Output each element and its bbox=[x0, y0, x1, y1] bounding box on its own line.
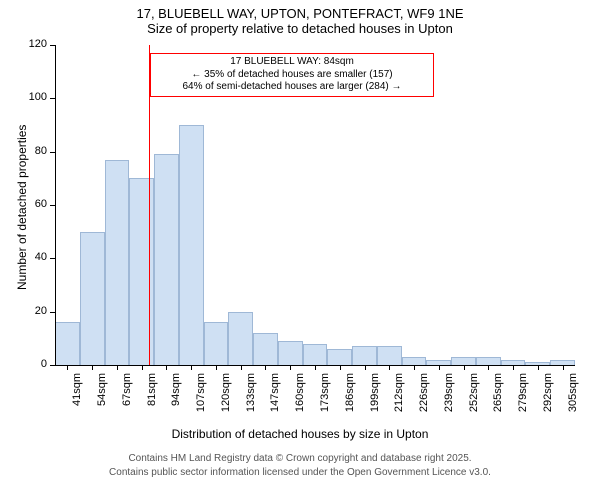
chart-container: 17, BLUEBELL WAY, UPTON, PONTEFRACT, WF9… bbox=[0, 0, 600, 500]
y-tick-mark bbox=[50, 152, 55, 153]
histogram-bar bbox=[303, 344, 328, 365]
x-tick-label: 199sqm bbox=[369, 373, 381, 423]
y-tick-mark bbox=[50, 312, 55, 313]
x-tick-label: 239sqm bbox=[443, 373, 455, 423]
x-tick-label: 160sqm bbox=[294, 373, 306, 423]
x-tick-label: 186sqm bbox=[344, 373, 356, 423]
histogram-bar bbox=[129, 178, 154, 365]
x-axis-label: Distribution of detached houses by size … bbox=[0, 427, 600, 441]
x-tick-label: 252sqm bbox=[468, 373, 480, 423]
histogram-bar bbox=[105, 160, 130, 365]
y-tick-mark bbox=[50, 45, 55, 46]
histogram-bar bbox=[80, 232, 105, 365]
histogram-bar bbox=[278, 341, 303, 365]
y-tick-mark bbox=[50, 365, 55, 366]
credit-line1: Contains HM Land Registry data © Crown c… bbox=[0, 453, 600, 464]
x-tick-mark bbox=[488, 365, 489, 370]
x-tick-mark bbox=[563, 365, 564, 370]
y-tick-label: 20 bbox=[22, 305, 47, 317]
x-tick-mark bbox=[117, 365, 118, 370]
x-tick-label: 226sqm bbox=[418, 373, 430, 423]
x-tick-mark bbox=[191, 365, 192, 370]
x-tick-label: 81sqm bbox=[146, 373, 158, 423]
histogram-bar bbox=[204, 322, 229, 365]
histogram-bar bbox=[402, 357, 427, 365]
x-tick-mark bbox=[142, 365, 143, 370]
chart-title-line1: 17, BLUEBELL WAY, UPTON, PONTEFRACT, WF9… bbox=[0, 6, 600, 21]
reference-marker-line bbox=[149, 45, 150, 365]
x-tick-mark bbox=[67, 365, 68, 370]
annotation-line2: ← 35% of detached houses are smaller (15… bbox=[157, 69, 427, 82]
x-tick-mark bbox=[265, 365, 266, 370]
x-tick-mark bbox=[538, 365, 539, 370]
x-tick-label: 212sqm bbox=[393, 373, 405, 423]
x-tick-label: 305sqm bbox=[567, 373, 579, 423]
x-tick-mark bbox=[389, 365, 390, 370]
histogram-bar bbox=[476, 357, 501, 365]
x-tick-label: 265sqm bbox=[492, 373, 504, 423]
x-tick-label: 41sqm bbox=[71, 373, 83, 423]
x-tick-label: 67sqm bbox=[121, 373, 133, 423]
histogram-bar bbox=[352, 346, 377, 365]
y-tick-mark bbox=[50, 98, 55, 99]
x-tick-label: 147sqm bbox=[269, 373, 281, 423]
credit-line2: Contains public sector information licen… bbox=[0, 467, 600, 478]
x-tick-mark bbox=[414, 365, 415, 370]
y-tick-label: 120 bbox=[22, 38, 47, 50]
x-tick-mark bbox=[166, 365, 167, 370]
y-axis-line bbox=[55, 45, 56, 365]
annotation-line3: 64% of semi-detached houses are larger (… bbox=[157, 81, 427, 94]
annotation-box: 17 BLUEBELL WAY: 84sqm ← 35% of detached… bbox=[150, 53, 434, 97]
y-tick-label: 40 bbox=[22, 251, 47, 263]
x-tick-mark bbox=[315, 365, 316, 370]
x-tick-mark bbox=[340, 365, 341, 370]
x-tick-mark bbox=[365, 365, 366, 370]
x-tick-mark bbox=[439, 365, 440, 370]
x-tick-mark bbox=[241, 365, 242, 370]
x-tick-mark bbox=[513, 365, 514, 370]
x-tick-label: 54sqm bbox=[96, 373, 108, 423]
annotation-line1: 17 BLUEBELL WAY: 84sqm bbox=[157, 56, 427, 69]
x-tick-label: 292sqm bbox=[542, 373, 554, 423]
histogram-bar bbox=[377, 346, 402, 365]
histogram-bar bbox=[327, 349, 352, 365]
y-tick-label: 60 bbox=[22, 198, 47, 210]
histogram-bar bbox=[55, 322, 80, 365]
x-tick-label: 133sqm bbox=[245, 373, 257, 423]
y-tick-label: 80 bbox=[22, 145, 47, 157]
x-tick-label: 279sqm bbox=[517, 373, 529, 423]
y-tick-label: 0 bbox=[22, 358, 47, 370]
x-tick-label: 94sqm bbox=[170, 373, 182, 423]
histogram-bar bbox=[451, 357, 476, 365]
x-tick-mark bbox=[464, 365, 465, 370]
x-tick-mark bbox=[290, 365, 291, 370]
histogram-bar bbox=[154, 154, 179, 365]
y-tick-mark bbox=[50, 205, 55, 206]
histogram-bar bbox=[253, 333, 278, 365]
chart-title-block: 17, BLUEBELL WAY, UPTON, PONTEFRACT, WF9… bbox=[0, 6, 600, 36]
histogram-bar bbox=[179, 125, 204, 365]
y-tick-mark bbox=[50, 258, 55, 259]
x-tick-mark bbox=[216, 365, 217, 370]
x-tick-label: 173sqm bbox=[319, 373, 331, 423]
histogram-bar bbox=[228, 312, 253, 365]
x-tick-mark bbox=[92, 365, 93, 370]
chart-title-line2: Size of property relative to detached ho… bbox=[0, 21, 600, 36]
y-tick-label: 100 bbox=[22, 91, 47, 103]
x-tick-label: 120sqm bbox=[220, 373, 232, 423]
x-tick-label: 107sqm bbox=[195, 373, 207, 423]
